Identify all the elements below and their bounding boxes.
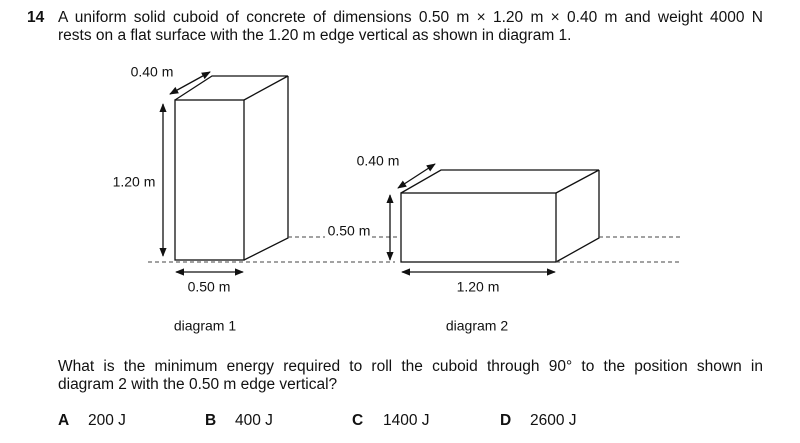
guide-lines [148, 236, 680, 263]
cuboid-1 [174, 75, 289, 261]
dimension-label: 1.20 m [113, 174, 156, 190]
prompt-line: What is the minimum energy required to r… [58, 358, 763, 375]
dimension-label: 0.40 m [357, 153, 400, 169]
dimension-label: 0.50 m [328, 223, 371, 239]
dimension-label: 1.20 m [457, 279, 500, 295]
option-text: 200 J [88, 412, 126, 429]
diagram-caption: diagram 1 [174, 318, 236, 334]
diagram-caption: diagram 2 [446, 318, 508, 334]
dimension-arrows [159, 71, 556, 276]
stem-line: rests on a flat surface with the 1.20 m … [58, 27, 572, 44]
option-text: 1400 J [383, 412, 430, 429]
option-letter: D [500, 412, 512, 429]
option-text: 400 J [235, 412, 273, 429]
dimension-label: 0.40 m [131, 64, 174, 80]
option-letter: C [352, 412, 364, 429]
prompt-line: diagram 2 with the 0.50 m edge vertical? [58, 376, 338, 393]
cuboid-2 [400, 169, 600, 263]
option-letter: B [205, 412, 217, 429]
option-text: 2600 J [530, 412, 577, 429]
stem-line: A uniform solid cuboid of concrete of di… [58, 9, 763, 26]
question-number: 14 [27, 9, 45, 26]
option-letter: A [58, 412, 70, 429]
dimension-label: 0.50 m [188, 279, 231, 295]
